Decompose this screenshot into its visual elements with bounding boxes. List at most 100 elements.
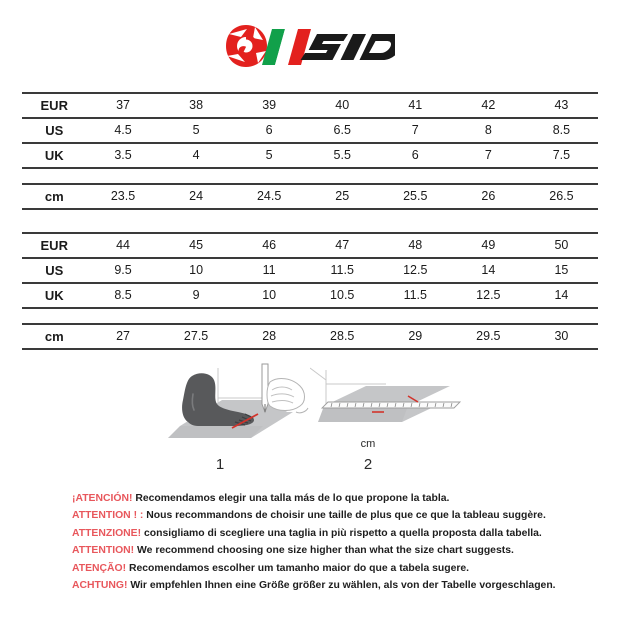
- cell: 47: [305, 232, 379, 259]
- cell: 14: [451, 258, 525, 284]
- note-en: ATTENTION! We recommend choosing one siz…: [72, 542, 620, 559]
- cell: 3.5: [86, 143, 160, 169]
- cell: 43: [524, 92, 598, 119]
- cell: 26.5: [524, 183, 598, 210]
- foot-trace-illustration: [150, 360, 310, 460]
- table-row: cm 27 27.5 28 28.5 29 29.5 30: [22, 323, 598, 350]
- cell: 30: [524, 323, 598, 350]
- cell: 45: [159, 232, 233, 259]
- cell: 4: [159, 143, 233, 169]
- cell: 24.5: [232, 183, 306, 210]
- figure-caption-1: 1: [215, 456, 225, 473]
- cell: 39: [232, 92, 306, 119]
- table-row: US 9.5 10 11 11.5 12.5 14 15: [22, 258, 598, 284]
- cell: 12.5: [378, 258, 452, 284]
- cell: 24: [159, 183, 233, 210]
- note-tag: ¡ATENCIÓN!: [72, 493, 133, 504]
- cell: 5: [232, 143, 306, 169]
- note-tag: ATTENTION!: [72, 545, 135, 557]
- note-it: ATTENZIONE! consigliamo di scegliere una…: [72, 525, 620, 542]
- note-tag: ATTENTION ! :: [72, 510, 144, 522]
- table-row: EUR 44 45 46 47 48 49 50: [22, 232, 598, 259]
- table-row: UK 3.5 4 5 5.5 6 7 7.5: [22, 143, 598, 169]
- cell: 38: [159, 92, 233, 119]
- table-gap: [22, 309, 598, 323]
- cell: 28: [232, 323, 306, 350]
- note-tag: ATENÇÃO!: [72, 562, 127, 574]
- cell: 46: [232, 232, 306, 259]
- cell: 11.5: [305, 258, 379, 284]
- block-separator: [0, 210, 620, 232]
- brand-header: [0, 0, 620, 92]
- sidi-logo-icon: [226, 25, 395, 67]
- row-label-cm: cm: [22, 183, 87, 210]
- note-tag: ACHTUNG!: [72, 580, 128, 592]
- cell: 41: [378, 92, 452, 119]
- row-label-cm: cm: [22, 323, 87, 350]
- cell: 40: [305, 92, 379, 119]
- table-row: UK 8.5 9 10 10.5 11.5 12.5 14: [22, 283, 598, 309]
- note-text: consigliamo di scegliere una taglia in p…: [143, 527, 542, 539]
- note-text: We recommend choosing one size higher th…: [137, 545, 514, 557]
- sidi-logo: [225, 20, 395, 72]
- cell: 7: [378, 118, 452, 144]
- row-label-uk: UK: [22, 283, 87, 309]
- cell: 42: [451, 92, 525, 119]
- row-label-us: US: [22, 258, 87, 284]
- cell: 29: [378, 323, 452, 350]
- note-fr: ATTENTION ! : Nous recommandons de chois…: [72, 507, 620, 524]
- figure-caption-2: 2: [363, 456, 373, 473]
- row-label-us: US: [22, 118, 87, 144]
- table-row: EUR 37 38 39 40 41 42 43: [22, 92, 598, 119]
- cell: 44: [86, 232, 160, 259]
- cell: 28.5: [305, 323, 379, 350]
- cell: 6: [232, 118, 306, 144]
- cell: 15: [524, 258, 598, 284]
- size-table-2-cm: cm 27 27.5 28 28.5 29 29.5 30: [22, 323, 598, 350]
- ruler-measure-icon: [309, 367, 462, 422]
- cell: 8: [451, 118, 525, 144]
- note-de: ACHTUNG! Wir empfehlen Ihnen eine Größe …: [72, 577, 620, 594]
- note-text: Nous recommandons de choisir une taille …: [146, 510, 546, 522]
- size-table-2: EUR 44 45 46 47 48 49 50 US 9.5 10 11 11…: [22, 232, 598, 309]
- cell: 4.5: [86, 118, 160, 144]
- cell: 8.5: [524, 118, 598, 144]
- row-label-eur: EUR: [22, 232, 87, 259]
- cell: 48: [378, 232, 452, 259]
- cell: 5: [159, 118, 233, 144]
- cell: 5.5: [305, 143, 379, 169]
- cell: 8.5: [86, 283, 160, 309]
- cell: 29.5: [451, 323, 525, 350]
- note-es: ¡ATENCIÓN! Recomendamos elegir una talla…: [72, 490, 620, 507]
- cell: 23.5: [86, 183, 160, 210]
- cell: 37: [86, 92, 160, 119]
- cell: 11.5: [378, 283, 452, 309]
- row-label-uk: UK: [22, 143, 87, 169]
- cell: 10: [159, 258, 233, 284]
- size-table-1-cm: cm 23.5 24 24.5 25 25.5 26 26.5: [22, 183, 598, 210]
- cell: 9.5: [86, 258, 160, 284]
- ruler-measure-illustration: [309, 360, 470, 460]
- note-text: Wir empfehlen Ihnen eine Größe größer zu…: [130, 580, 556, 592]
- cell: 10: [232, 283, 306, 309]
- cell: 10.5: [305, 283, 379, 309]
- ruler-unit-label: cm: [360, 438, 376, 450]
- cell: 25: [305, 183, 379, 210]
- warning-notes: ¡ATENCIÓN! Recomendamos elegir una talla…: [0, 472, 620, 594]
- measurement-illustrations: cm 1 2: [0, 360, 620, 473]
- cell: 11: [232, 258, 306, 284]
- cell: 7: [451, 143, 525, 169]
- cell: 7.5: [524, 143, 598, 169]
- cell: 50: [524, 232, 598, 259]
- cell: 26: [451, 183, 525, 210]
- cell: 6: [378, 143, 452, 169]
- note-tag: ATTENZIONE!: [72, 527, 142, 539]
- row-label-eur: EUR: [22, 92, 87, 119]
- note-pt: ATENÇÃO! Recomendamos escolher um tamanh…: [72, 560, 620, 577]
- size-table-block-2: EUR 44 45 46 47 48 49 50 US 9.5 10 11 11…: [0, 232, 620, 350]
- cell: 49: [451, 232, 525, 259]
- cell: 6.5: [305, 118, 379, 144]
- table-gap: [22, 169, 598, 183]
- cell: 27: [86, 323, 160, 350]
- note-text: Recomendamos elegir una talla más de lo …: [135, 493, 450, 504]
